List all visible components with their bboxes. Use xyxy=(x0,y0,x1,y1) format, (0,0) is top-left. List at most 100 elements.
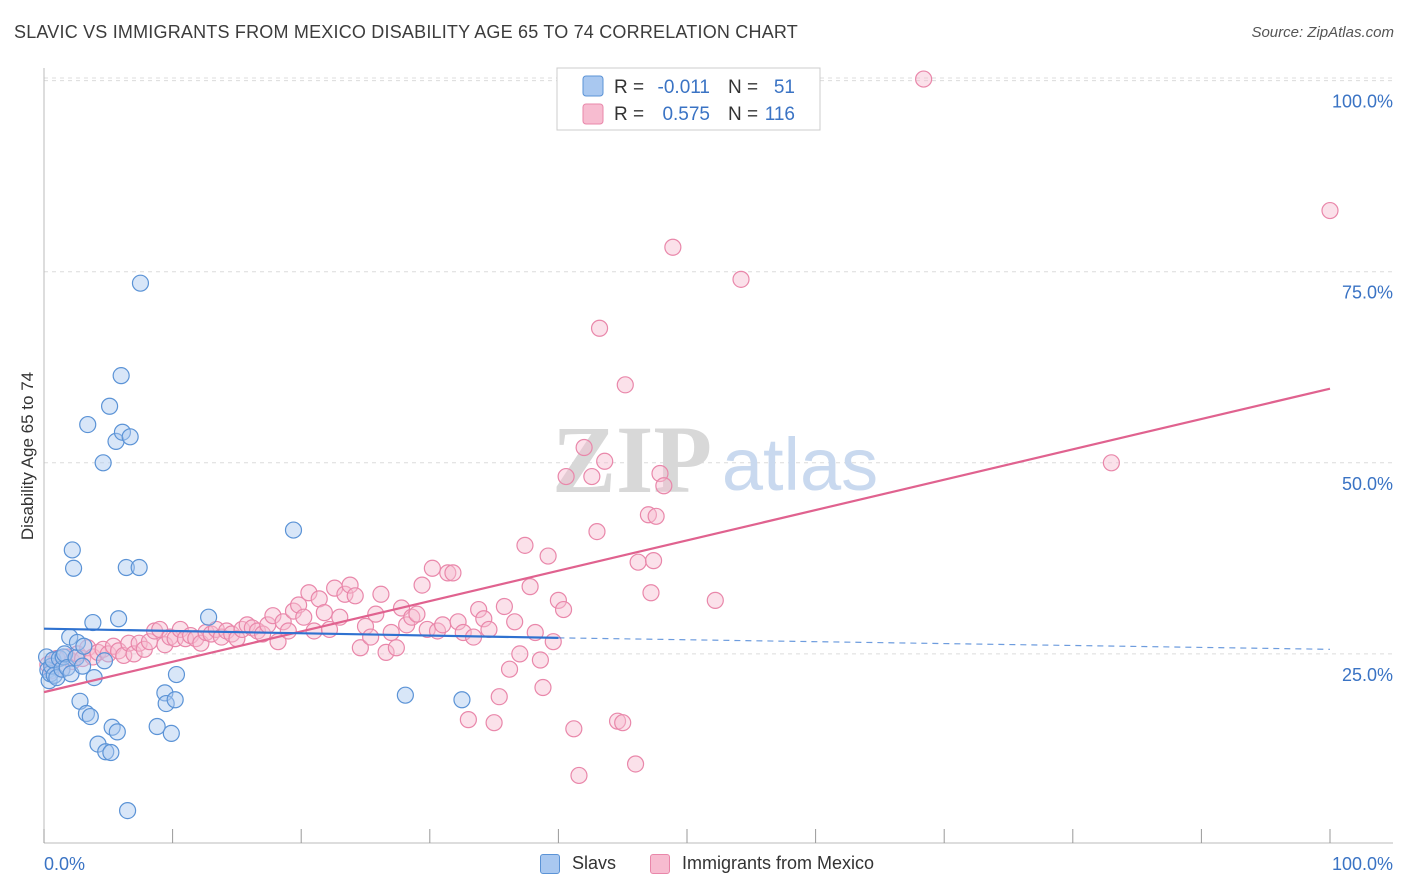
data-point-mexico xyxy=(449,613,467,631)
legend-r-label-slavs: R = xyxy=(614,77,644,98)
data-point-mexico xyxy=(305,622,323,640)
data-point-mexico xyxy=(629,553,647,571)
data-point-mexico xyxy=(596,452,614,470)
data-point-mexico xyxy=(583,467,601,486)
data-point-mexico xyxy=(539,547,557,565)
series-slavs-points xyxy=(37,274,471,820)
data-point-slavs xyxy=(284,521,303,539)
data-point-mexico xyxy=(341,576,359,594)
data-point-slavs xyxy=(75,637,93,655)
data-point-mexico xyxy=(565,720,583,738)
data-point-mexico xyxy=(475,610,493,628)
data-point-slavs xyxy=(95,652,114,670)
data-point-mexico xyxy=(459,711,477,729)
data-point-mexico xyxy=(644,552,663,570)
data-point-slavs xyxy=(130,558,148,577)
data-point-mexico xyxy=(264,607,282,625)
data-point-mexico xyxy=(377,643,395,661)
data-point-mexico xyxy=(655,477,673,495)
data-point-mexico xyxy=(248,622,267,640)
data-point-mexico xyxy=(372,585,390,603)
data-point-slavs xyxy=(73,657,92,675)
data-point-mexico xyxy=(470,600,488,619)
data-point-mexico xyxy=(511,645,529,663)
data-point-mexico xyxy=(171,620,189,639)
data-point-mexico xyxy=(254,625,272,643)
data-point-slavs xyxy=(85,668,103,687)
legend-bottom: Slavs Immigrants from Mexico xyxy=(0,850,1406,880)
data-point-mexico xyxy=(706,591,724,609)
data-point-mexico xyxy=(439,564,457,582)
legend-item-mexico[interactable]: Immigrants from Mexico xyxy=(650,853,874,874)
legend-swatch-slavs-bottom xyxy=(540,853,560,874)
legend-r-value-slavs: -0.011 xyxy=(658,77,710,98)
trend-line-mexico xyxy=(43,387,1331,694)
y-axis-label-group: Disability Age 65 to 74 xyxy=(18,372,37,540)
data-point-slavs xyxy=(162,724,180,742)
legend-swatch-mexico-bottom xyxy=(650,853,670,874)
data-point-mexico xyxy=(346,587,364,605)
data-point-mexico xyxy=(125,645,143,663)
y-tick-label: 25.0% xyxy=(1342,665,1393,685)
legend-swatch-mexico xyxy=(582,103,604,125)
data-point-slavs xyxy=(81,707,99,726)
data-point-mexico xyxy=(590,319,609,337)
data-point-slavs xyxy=(112,367,130,385)
legend-n-value-slavs: 51 xyxy=(774,77,795,98)
data-point-slavs xyxy=(84,613,102,632)
data-point-slavs xyxy=(103,718,121,736)
legend-label-slavs: Slavs xyxy=(572,853,617,873)
y-axis-label: Disability Age 65 to 74 xyxy=(18,372,37,540)
data-point-mexico xyxy=(557,467,575,486)
data-point-mexico xyxy=(351,639,369,657)
data-point-mexico xyxy=(495,597,513,616)
data-point-mexico xyxy=(480,620,498,639)
axes: 25.0% 50.0% 75.0% 100.0% 0.0% 100.0% xyxy=(43,68,1393,874)
data-point-mexico xyxy=(490,688,508,706)
data-point-slavs xyxy=(100,397,119,415)
data-point-mexico xyxy=(1102,454,1120,472)
data-point-slavs xyxy=(131,274,150,292)
data-point-slavs xyxy=(148,717,166,736)
data-point-slavs xyxy=(166,691,184,709)
data-point-mexico xyxy=(300,584,318,602)
legend-n-label-mexico: N = xyxy=(728,104,758,125)
data-point-mexico xyxy=(570,766,588,785)
watermark: ZIP atlas xyxy=(552,406,878,513)
legend-n-value-mexico: 116 xyxy=(765,104,795,125)
data-point-slavs xyxy=(64,559,83,577)
data-point-slavs xyxy=(118,802,137,820)
trend-line-slavs xyxy=(43,627,559,639)
data-point-mexico xyxy=(413,576,431,594)
data-point-mexico xyxy=(408,605,426,623)
data-point-mexico xyxy=(444,564,462,582)
data-point-mexico xyxy=(626,755,645,773)
data-point-mexico xyxy=(544,633,562,651)
data-point-mexico xyxy=(1321,201,1339,220)
data-point-slavs xyxy=(63,541,81,559)
data-point-mexico xyxy=(647,507,665,525)
data-point-slavs xyxy=(94,454,112,472)
legend-label-mexico: Immigrants from Mexico xyxy=(682,853,875,873)
data-point-slavs xyxy=(48,668,66,687)
data-point-mexico xyxy=(614,714,632,732)
y-tick-label: 100.0% xyxy=(1332,92,1393,112)
trend-lines xyxy=(43,387,1331,694)
data-point-slavs xyxy=(157,694,175,713)
data-point-mexico xyxy=(516,536,534,554)
legend-item-slavs[interactable]: Slavs xyxy=(540,853,616,874)
data-point-slavs xyxy=(102,743,120,762)
legend-r-label-mexico: R = xyxy=(614,104,644,125)
data-point-mexico xyxy=(295,608,313,626)
legend-swatch-slavs xyxy=(582,75,604,97)
legend-top: R = -0.011 N = 51 R = 0.575 N = 116 xyxy=(556,67,821,131)
legend-r-value-mexico: 0.575 xyxy=(662,104,710,125)
data-point-mexico xyxy=(485,714,503,732)
chart-title: SLAVIC VS IMMIGRANTS FROM MEXICO DISABIL… xyxy=(14,22,798,42)
watermark-atlas: atlas xyxy=(722,423,878,506)
data-point-mexico xyxy=(403,608,421,626)
data-point-slavs xyxy=(117,558,135,577)
data-point-mexico xyxy=(521,578,539,596)
data-point-slavs xyxy=(121,428,139,446)
